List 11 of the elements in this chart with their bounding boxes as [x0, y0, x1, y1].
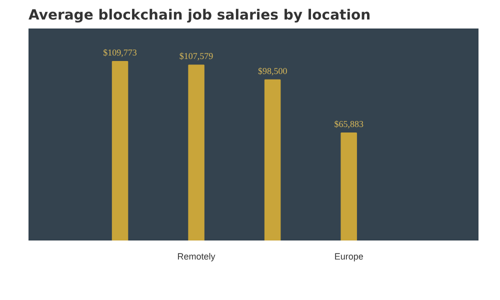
x-tick-label: Europe — [334, 252, 364, 262]
bar — [112, 60, 128, 240]
bar — [188, 64, 204, 240]
chart-title: Average blockchain job salaries by location — [28, 8, 371, 24]
bar — [264, 79, 281, 240]
data-label: $109,773 — [103, 47, 138, 58]
x-tick-label: Remotely — [177, 252, 216, 262]
data-label: $65,883 — [334, 119, 364, 130]
data-label: $98,500 — [258, 66, 288, 76]
data-label: $107,579 — [179, 51, 214, 62]
bar — [340, 132, 357, 240]
